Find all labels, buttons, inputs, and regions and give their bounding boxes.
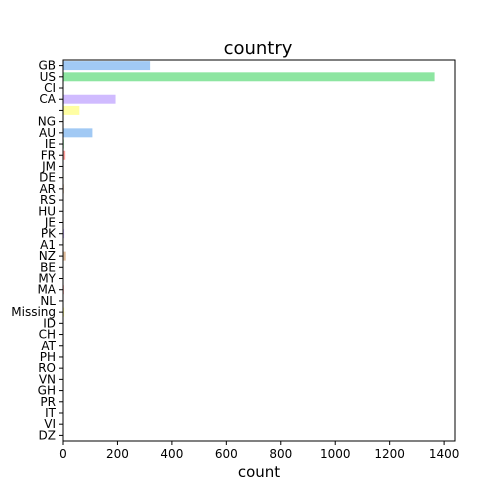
- bar-ca: [63, 94, 116, 104]
- y-tick-label: FR: [41, 148, 56, 162]
- bar-gb: [63, 61, 151, 71]
- y-tick-label: AR: [39, 182, 56, 196]
- chart-title: country: [224, 38, 293, 59]
- bar-blank-4: [63, 105, 80, 115]
- bar-fr: [63, 150, 66, 160]
- y-tick-label: NG: [38, 115, 56, 129]
- plot-frame: [62, 59, 456, 442]
- y-tick-label: Missing: [11, 305, 56, 319]
- y-tick-label: VI: [44, 417, 56, 431]
- x-tick-label: 1200: [374, 447, 405, 461]
- y-tick-label: A1: [40, 238, 56, 252]
- y-tick-label: NL: [40, 294, 56, 308]
- y-tick-label: CI: [44, 81, 56, 95]
- y-tick-label: VN: [39, 372, 56, 386]
- x-tick-label: 800: [269, 447, 292, 461]
- y-tick-label: RO: [38, 361, 56, 375]
- y-tick-label: RS: [40, 193, 56, 207]
- bar-us: [63, 72, 435, 82]
- x-tick-label: 1000: [320, 447, 351, 461]
- x-tick-label: 200: [106, 447, 129, 461]
- bar-pk: [63, 229, 65, 239]
- bars-group: [63, 61, 435, 440]
- y-tick-label: US: [40, 70, 56, 84]
- x-tick-label: 0: [59, 447, 67, 461]
- x-axis-ticks: 0 200 400 600 800 1000 1200 1400: [59, 441, 459, 461]
- y-tick-label: JE: [44, 215, 56, 229]
- x-tick-label: 600: [215, 447, 238, 461]
- y-tick-label: PH: [40, 350, 56, 364]
- y-tick-label: MY: [38, 272, 56, 286]
- y-tick-label: BE: [40, 260, 56, 274]
- y-tick-label: DE: [39, 171, 56, 185]
- x-axis-label: count: [238, 463, 280, 481]
- y-tick-label: CH: [39, 328, 56, 342]
- y-tick-label: DZ: [39, 428, 56, 442]
- y-tick-label: GH: [38, 384, 56, 398]
- y-tick-label: NZ: [39, 249, 56, 263]
- y-tick-label: PR: [40, 395, 56, 409]
- x-tick-label: 400: [160, 447, 183, 461]
- bar-missing: [63, 307, 65, 317]
- y-tick-label: HU: [38, 204, 56, 218]
- y-tick-label: IT: [45, 406, 57, 420]
- y-tick-label: AU: [39, 126, 56, 140]
- y-tick-label: PK: [41, 227, 57, 241]
- y-tick-label: GB: [38, 59, 56, 73]
- x-tick-label: 1400: [429, 447, 460, 461]
- y-tick-label: IE: [45, 137, 56, 151]
- bar-au: [63, 128, 93, 138]
- y-tick-label: MA: [37, 283, 56, 297]
- y-tick-label: CA: [39, 92, 56, 106]
- y-tick-label: ID: [43, 316, 56, 330]
- y-tick-label: AT: [41, 339, 56, 353]
- bar-nz: [63, 251, 66, 261]
- y-tick-label: JM: [41, 159, 56, 173]
